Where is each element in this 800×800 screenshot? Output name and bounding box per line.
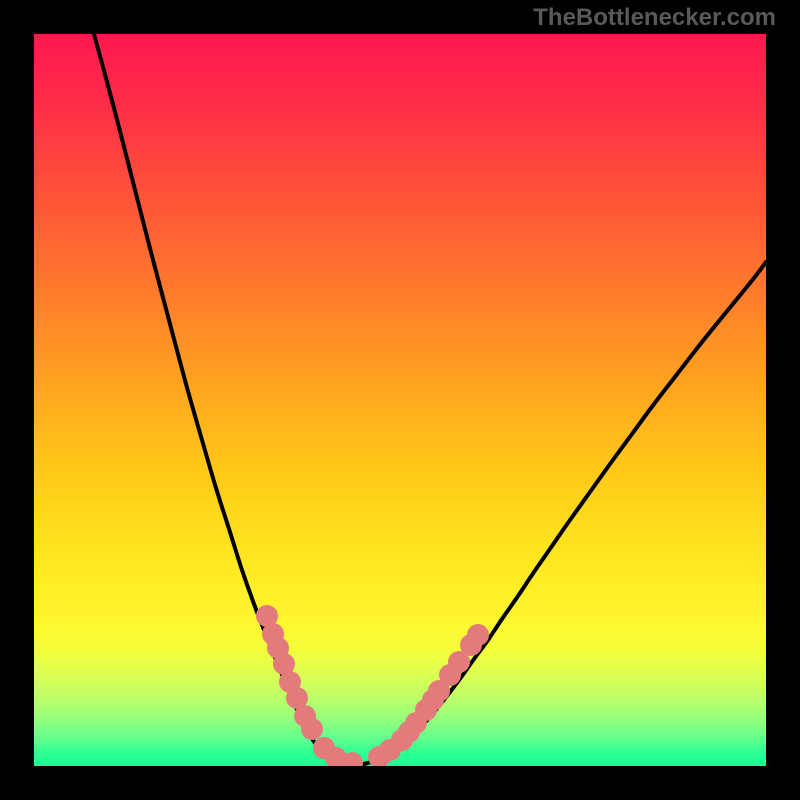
curve-layer xyxy=(34,34,766,766)
marker-right xyxy=(467,624,489,646)
watermark-text: TheBottlenecker.com xyxy=(533,4,776,32)
bottleneck-curve xyxy=(94,34,766,765)
marker-left xyxy=(301,718,323,740)
plot-area xyxy=(34,34,766,766)
chart-stage: TheBottlenecker.com xyxy=(0,0,800,800)
